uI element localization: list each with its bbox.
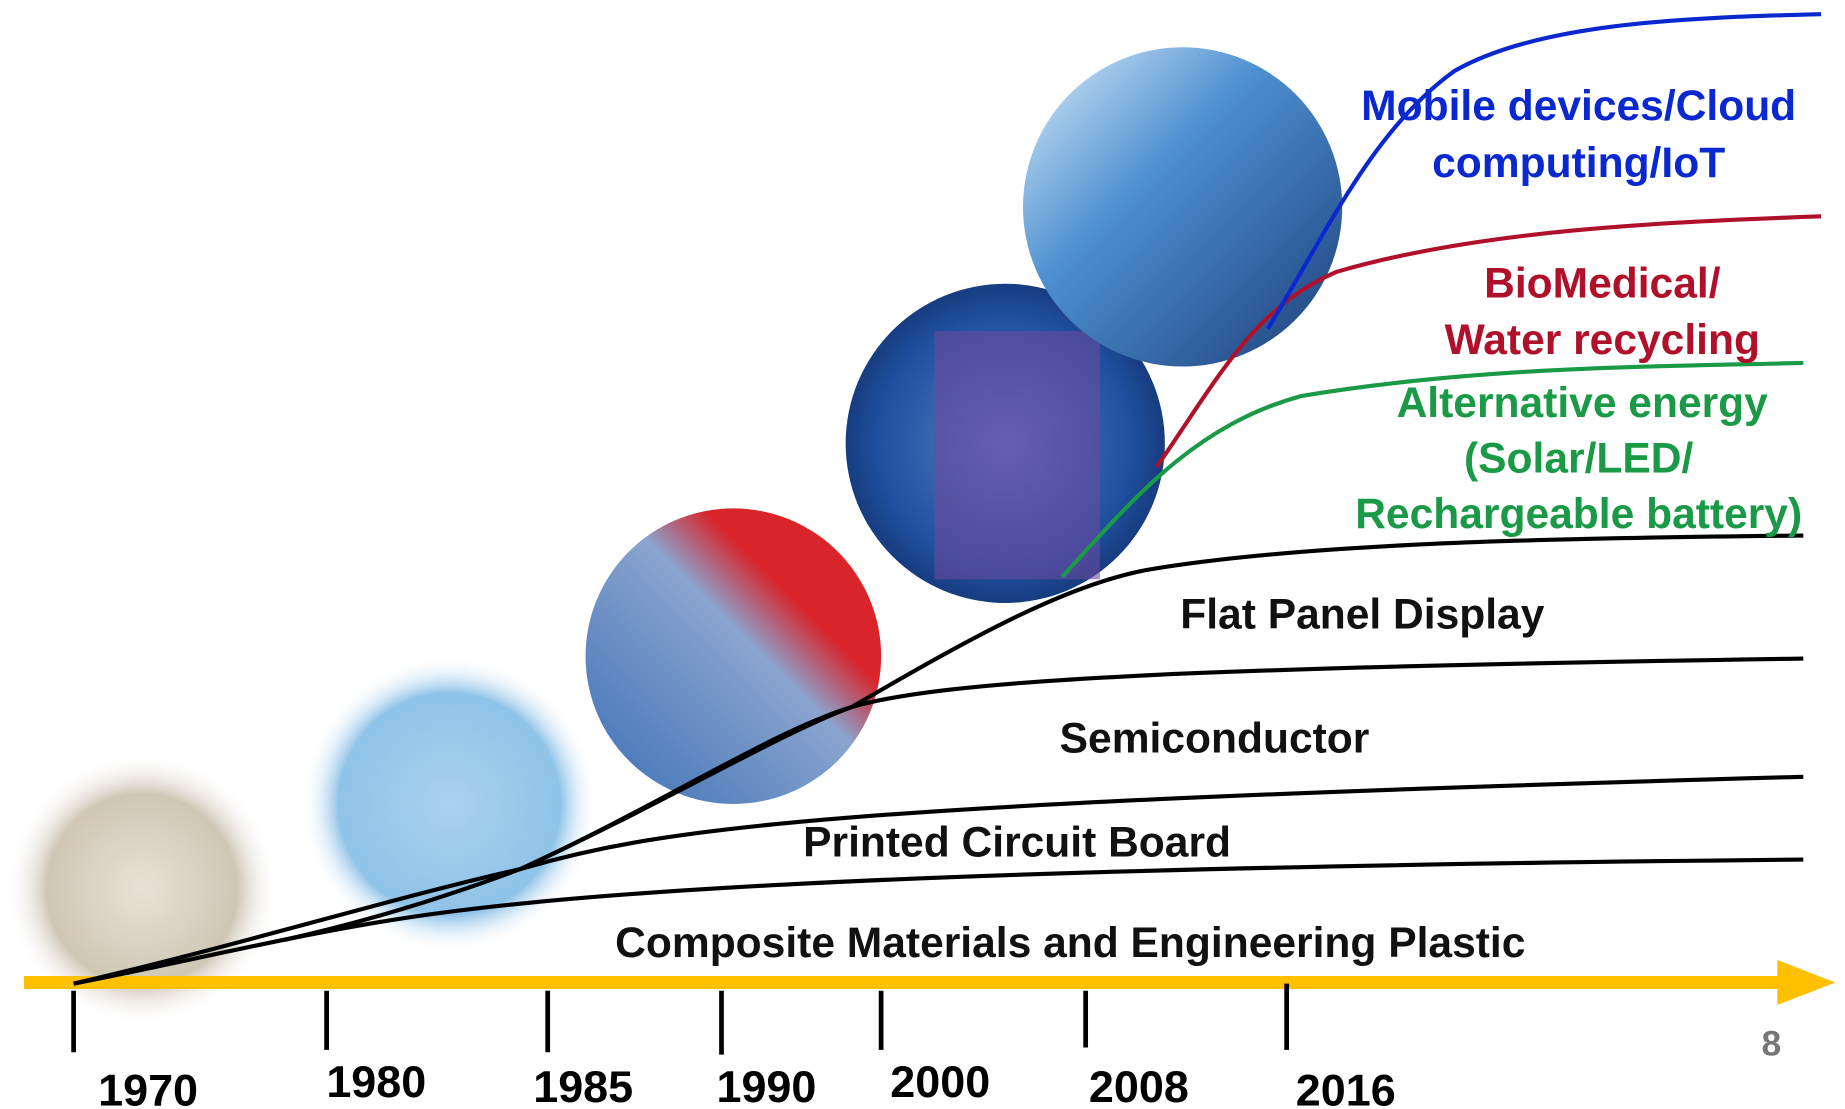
year-label: 1985 — [533, 1061, 633, 1109]
image-wafer — [585, 508, 882, 804]
year-label: 2000 — [890, 1056, 990, 1107]
curve-label: Flat Panel Display — [1180, 590, 1544, 638]
curve-pcb — [73, 774, 1804, 986]
image-panel-screen — [934, 331, 1100, 580]
curve-flat-panel — [519, 533, 1804, 871]
year-label: 1980 — [326, 1056, 426, 1107]
curve-label: (Solar/LED/ — [1464, 434, 1693, 482]
year-label: 1990 — [716, 1061, 816, 1109]
timeline: 1970 1980 1985 1990 2000 2008 2016 8 — [23, 960, 1836, 1109]
year-label: 2016 — [1296, 1064, 1396, 1109]
curve-label: Composite Materials and Engineering Plas… — [615, 919, 1525, 967]
curve-label: BioMedical/ — [1484, 259, 1721, 307]
curve-label: Rechargeable battery) — [1355, 490, 1802, 538]
curve-label: Alternative energy — [1397, 379, 1769, 427]
year-ticks — [71, 983, 1290, 1055]
curve-mobile — [1265, 12, 1822, 330]
curve-label: Water recycling — [1445, 316, 1760, 364]
decorative-images — [6, 47, 1343, 1026]
curve-biomedical — [1154, 214, 1822, 469]
curve-composite — [73, 857, 1804, 986]
curve-label: computing/IoT — [1432, 139, 1725, 187]
year-label: 2008 — [1089, 1061, 1189, 1109]
curve-label: Printed Circuit Board — [803, 819, 1231, 867]
timeline-arrowhead — [1777, 960, 1836, 1005]
curve-alternative-energy — [1060, 360, 1804, 579]
curve-label: Mobile devices/Cloud — [1361, 82, 1796, 130]
image-solar — [1022, 47, 1343, 367]
growth-curves — [73, 12, 1822, 986]
year-label: 1970 — [98, 1064, 198, 1109]
page-number: 8 — [1762, 1024, 1782, 1064]
curve-label: Semiconductor — [1060, 715, 1370, 763]
image-pcb — [301, 656, 598, 952]
curve-labels: Composite Materials and Engineering Plas… — [615, 82, 1802, 967]
